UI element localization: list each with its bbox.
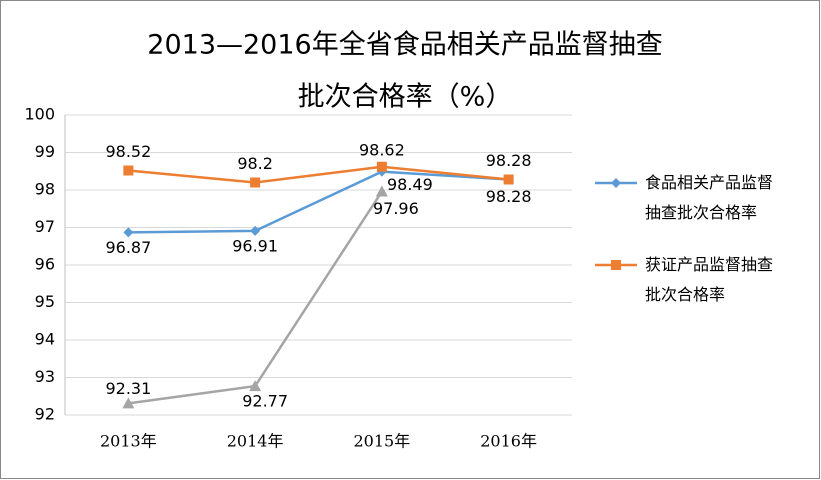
y-tick-label: 100: [24, 105, 55, 124]
y-tick-label: 97: [35, 217, 55, 236]
data-label: 97.96: [373, 199, 419, 218]
y-tick-label: 96: [35, 255, 55, 274]
data-label: 98.49: [387, 175, 433, 194]
marker: [123, 227, 134, 238]
data-label: 96.87: [105, 238, 151, 257]
x-tick-label: 2015年: [354, 432, 411, 451]
marker: [249, 380, 262, 392]
marker: [503, 174, 514, 185]
marker: [375, 185, 388, 197]
y-tick-label: 95: [35, 292, 55, 311]
legend-label: 食品相关产品监督抽查批次合格率: [645, 173, 774, 222]
data-label: 98.28: [486, 151, 532, 170]
y-tick-label: 92: [35, 405, 55, 424]
marker: [611, 178, 621, 188]
legend-label: 获证产品监督抽查批次合格率: [645, 255, 774, 304]
data-label: 96.91: [232, 236, 278, 255]
data-label: 98.52: [105, 142, 151, 161]
marker: [122, 397, 135, 409]
marker: [376, 161, 387, 172]
chart-title: 批次合格率（%）: [298, 82, 513, 113]
data-label: 98.28: [486, 187, 532, 206]
y-tick-label: 98: [35, 180, 55, 199]
x-tick-label: 2016年: [480, 432, 537, 451]
data-label: 98.62: [359, 140, 405, 159]
x-tick-label: 2013年: [100, 432, 157, 451]
chart-title: 2013—2016年全省食品相关产品监督抽查: [147, 30, 662, 61]
data-label: 92.77: [242, 392, 288, 411]
y-tick-label: 94: [35, 330, 55, 349]
x-tick-label: 2014年: [227, 432, 284, 451]
data-label: 98.2: [237, 154, 273, 173]
marker: [250, 177, 261, 188]
marker: [250, 225, 261, 236]
data-label: 92.31: [105, 379, 151, 398]
series-line: [128, 170, 509, 234]
marker: [611, 260, 621, 270]
series-line: [128, 165, 509, 184]
y-tick-label: 99: [35, 142, 55, 161]
marker: [123, 165, 134, 176]
y-tick-label: 93: [35, 367, 55, 386]
